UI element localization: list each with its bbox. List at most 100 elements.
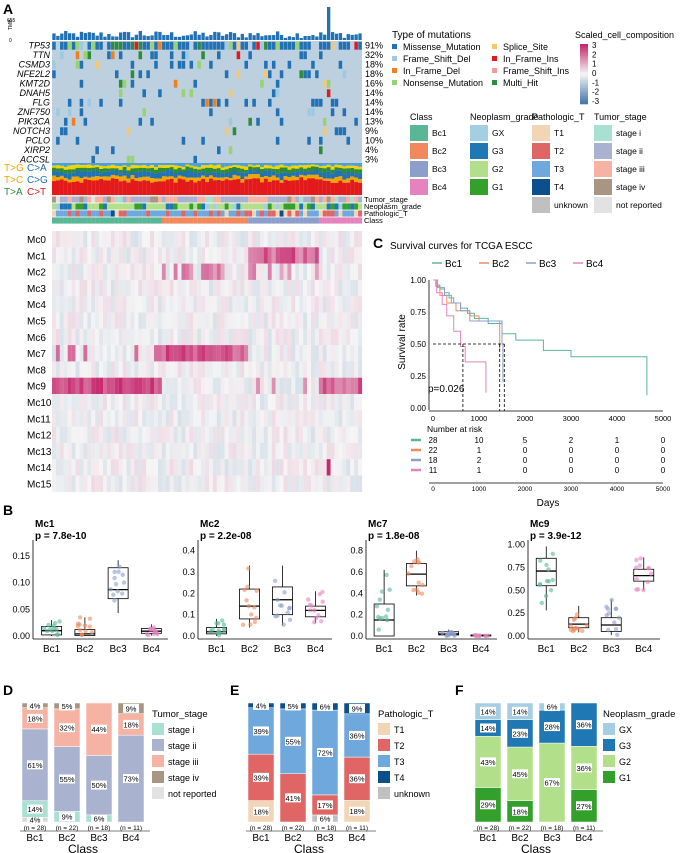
mutation-cell <box>193 155 197 164</box>
heat-cell <box>240 247 245 264</box>
annotation-cell <box>165 217 170 224</box>
segment-label-bg <box>349 806 365 816</box>
box-point <box>483 633 488 639</box>
annotation-cell <box>346 210 351 217</box>
box-point <box>151 625 157 630</box>
heat-cell <box>303 247 308 264</box>
mutation-cell <box>60 41 64 50</box>
box-xtick: Bc1 <box>376 644 394 655</box>
heat-cell <box>299 377 304 395</box>
spectrum-segment <box>248 174 253 180</box>
survival-xtick: 0 <box>431 414 435 423</box>
heat-cell <box>314 231 319 248</box>
spectrum-segment <box>275 173 280 178</box>
heat-cell <box>212 377 217 395</box>
annotation-cell <box>87 210 92 217</box>
heat-cell <box>173 296 178 313</box>
heat-cell <box>303 361 308 378</box>
heat-cell <box>103 475 108 492</box>
spectrum-segment <box>114 165 119 169</box>
heat-cell <box>287 377 292 395</box>
heat-cell <box>342 328 347 346</box>
mutation-cell <box>201 41 205 50</box>
annotation-cell <box>114 217 119 224</box>
heat-cell <box>134 459 139 476</box>
heat-cell <box>216 394 221 411</box>
spectrum-segment <box>248 166 253 171</box>
heat-cell <box>189 394 194 411</box>
heat-cell <box>267 345 272 362</box>
tmb-bar <box>177 36 182 40</box>
tmb-bar <box>205 36 209 40</box>
heat-cell <box>177 426 182 443</box>
annotation-cell <box>173 210 178 217</box>
heat-cell <box>283 361 288 378</box>
tmb-bar <box>264 35 268 40</box>
spectrum-segment <box>252 174 257 179</box>
heat-cell <box>173 459 178 476</box>
mutation-cell <box>205 98 209 107</box>
spectrum-segment <box>95 176 100 181</box>
tmb-bar <box>111 36 115 40</box>
box-point <box>252 619 258 625</box>
heat-cell <box>189 328 194 346</box>
annotation-cell <box>346 217 351 224</box>
spectrum-segment <box>299 167 304 172</box>
heat-cell <box>220 296 225 313</box>
mutation-cell <box>118 89 123 98</box>
mutation-cell <box>217 41 221 50</box>
mutation-cell <box>56 136 60 145</box>
tmb-bar <box>197 34 201 40</box>
annotation-cell <box>326 196 331 203</box>
spectrum-segment <box>236 165 241 168</box>
annotation-cell <box>283 210 288 217</box>
mutation-cell <box>264 41 268 50</box>
heat-cell <box>263 231 268 248</box>
legend-swatch <box>594 125 612 141</box>
segment-label-bg <box>123 774 139 784</box>
panels-def: D E F 4%14%61%18%4%(n = 28)Bc19%55%32%5%… <box>3 682 675 853</box>
spectrum-segment <box>256 178 261 196</box>
heat-cell <box>130 247 135 264</box>
annotation-cell <box>99 217 104 224</box>
mutation-cell <box>138 70 143 79</box>
mutation-cell <box>111 51 115 60</box>
heat-cell <box>146 475 151 492</box>
heat-cell <box>299 296 304 313</box>
legend-item: Bc3 <box>432 164 447 174</box>
heat-cell <box>263 279 268 297</box>
annotation-cell <box>157 217 162 224</box>
heat-cell <box>126 475 131 492</box>
spectrum-segment <box>208 167 213 173</box>
heat-cell <box>248 361 253 378</box>
heat-cell <box>275 361 280 378</box>
spectrum-segment <box>338 165 343 169</box>
heat-cell <box>169 459 174 476</box>
spectrum-segment <box>252 165 257 168</box>
heat-cell <box>287 328 292 346</box>
heat-cell <box>122 410 127 427</box>
heat-cell <box>161 394 166 411</box>
legend-item: GX <box>492 128 505 138</box>
heat-cell <box>283 475 288 492</box>
heat-cell <box>106 377 111 395</box>
heat-cell <box>146 312 151 329</box>
spectrum-segment <box>358 179 363 183</box>
box-point <box>412 559 417 564</box>
heat-cell <box>165 377 170 395</box>
segment-label-bg <box>27 700 43 710</box>
annotation-cell <box>55 196 60 203</box>
heat-cell <box>228 410 233 427</box>
mutation-cell <box>60 127 64 136</box>
stacked-legend-title: Neoplasm_grade <box>603 709 675 720</box>
spectrum-segment <box>177 175 182 179</box>
heat-cell <box>110 459 115 476</box>
box-point <box>111 592 116 597</box>
legend-item: stage ii <box>616 146 643 156</box>
spectrum-segment <box>295 176 300 181</box>
heat-cell <box>55 459 60 476</box>
spectrum-segment <box>154 181 159 196</box>
substitution-label: T>G <box>4 163 24 174</box>
mutation-cell <box>346 136 351 145</box>
annotation-cell <box>146 217 151 224</box>
